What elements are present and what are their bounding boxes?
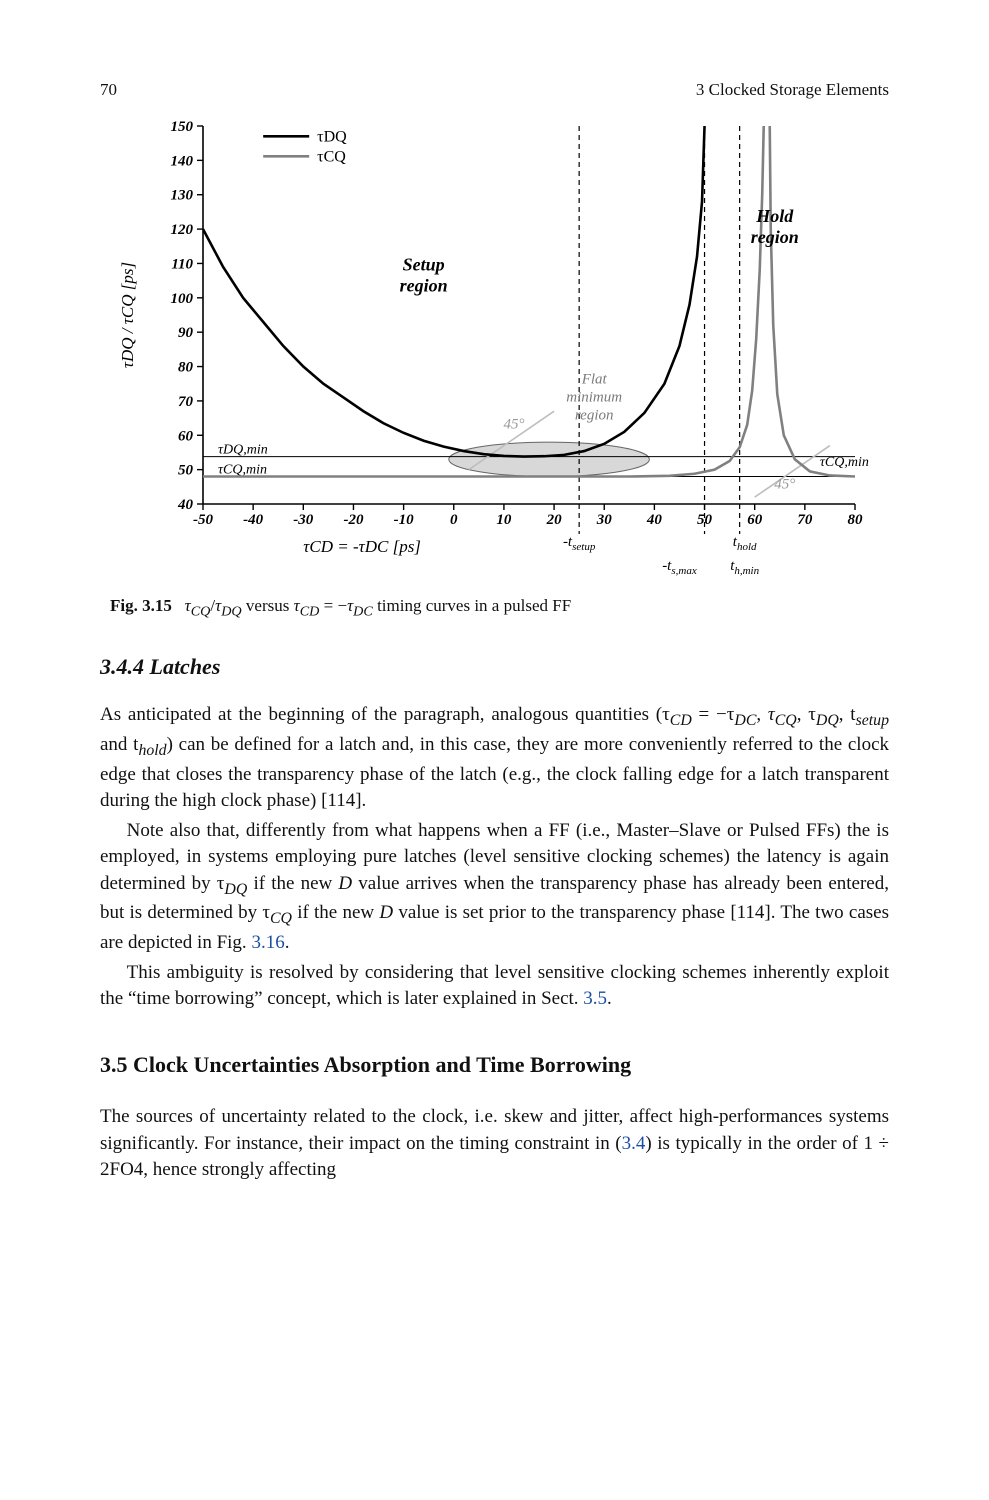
fig-ref-3-16[interactable]: 3.16 [251,932,284,953]
page: 70 3 Clocked Storage Elements 40 50 60 70 80… [0,0,989,1247]
svg-text:region: region [750,227,798,247]
svg-text:60: 60 [178,428,194,444]
svg-text:50: 50 [178,463,194,479]
svg-text:Setup: Setup [402,254,444,274]
svg-text:τCQ: τCQ [317,148,346,165]
svg-text:120: 120 [170,222,193,238]
svg-text:Flat: Flat [580,372,607,388]
svg-text:30: 30 [595,512,612,528]
figure-caption: Fig. 3.15 τCQ/τDQ versus τCD = −τDC timi… [100,596,571,620]
svg-text:70: 70 [178,394,194,410]
fig-number: Fig. 3.15 [110,596,172,615]
svg-text:40: 40 [645,512,662,528]
svg-text:45°: 45° [503,416,524,432]
svg-text:-20: -20 [343,512,363,528]
caption-text: τCQ/τDQ versus τCD = −τDC timing curves … [176,596,571,615]
svg-text:region: region [574,408,613,424]
eq-ref-3-4[interactable]: 3.4 [622,1133,646,1154]
svg-text:-ts,max: -ts,max [662,558,697,577]
svg-text:60: 60 [747,512,763,528]
svg-text:100: 100 [170,291,193,307]
svg-text:-10: -10 [393,512,413,528]
svg-text:10: 10 [496,512,512,528]
svg-text:0: 0 [450,512,458,528]
svg-text:150: 150 [170,119,193,135]
sect-ref-3-5[interactable]: 3.5 [583,988,607,1009]
svg-text:140: 140 [170,153,193,169]
figure-3-15: 405060708090100110120130140150-50-40-30-… [100,116,889,620]
svg-text:-30: -30 [293,512,313,528]
svg-text:Hold: Hold [755,206,794,226]
running-head: 70 3 Clocked Storage Elements [100,80,889,100]
svg-text:τDQ,min: τDQ,min [218,443,268,458]
page-number: 70 [100,80,117,100]
paragraph-1: As anticipated at the beginning of the p… [100,702,889,814]
svg-text:th,min: th,min [730,558,759,577]
svg-text:70: 70 [797,512,813,528]
svg-text:40: 40 [177,497,194,513]
chapter-title: 3 Clocked Storage Elements [696,80,889,100]
svg-text:130: 130 [170,188,193,204]
svg-text:minimum: minimum [566,390,622,406]
paragraph-3: This ambiguity is resolved by considerin… [100,960,889,1012]
section-3-5: 3.5 Clock Uncertainties Absorption and T… [100,1052,889,1078]
svg-text:90: 90 [178,325,194,341]
subsection-3-4-4: 3.4.4 Latches [100,654,889,680]
svg-text:region: region [399,275,447,295]
paragraph-4: The sources of uncertainty related to th… [100,1104,889,1183]
svg-text:110: 110 [171,256,193,272]
timing-chart: 405060708090100110120130140150-50-40-30-… [115,116,875,586]
svg-text:-40: -40 [243,512,263,528]
svg-text:80: 80 [178,360,194,376]
svg-text:20: 20 [545,512,562,528]
svg-text:τDQ: τDQ [317,128,347,145]
svg-text:-tsetup: -tsetup [562,534,595,553]
svg-text:thold: thold [732,534,756,553]
svg-text:80: 80 [847,512,863,528]
svg-text:45°: 45° [774,477,795,493]
svg-text:τCQ,min: τCQ,min [819,455,868,470]
svg-text:-50: -50 [193,512,213,528]
svg-text:τDQ / τCQ [ps]: τDQ / τCQ [ps] [118,262,137,368]
svg-text:τCD = -τDC [ps]: τCD = -τDC [ps] [303,537,421,556]
paragraph-2: Note also that, differently from what ha… [100,818,889,956]
